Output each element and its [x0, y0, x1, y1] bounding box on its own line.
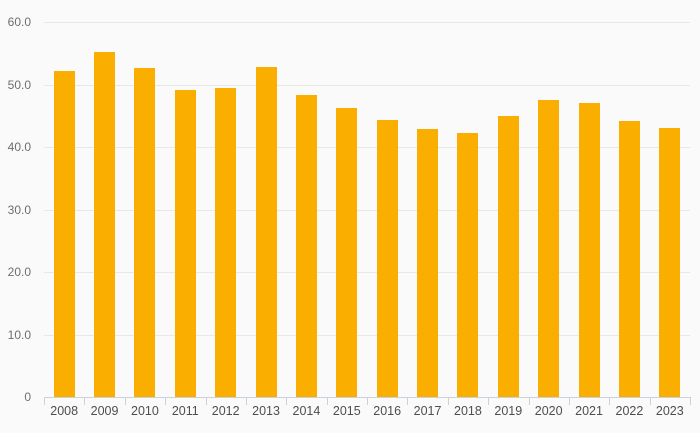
bar-2013 — [255, 67, 277, 397]
bar-2014 — [295, 94, 317, 397]
bar-2016 — [376, 119, 398, 397]
x-axis-tick — [649, 397, 651, 405]
x-axis-tick — [488, 397, 490, 405]
x-tick-label-2022: 2022 — [615, 404, 644, 418]
y-tick-label: 60.0 — [7, 15, 31, 29]
x-axis-tick — [165, 397, 167, 405]
x-axis-tick — [447, 397, 449, 405]
y-tick-label: 20.0 — [7, 265, 31, 279]
x-axis-tick — [84, 397, 86, 405]
bar-2017 — [417, 128, 439, 397]
bar-2020 — [538, 100, 560, 397]
bar-2012 — [215, 88, 237, 397]
bar-2011 — [174, 90, 196, 397]
x-tick-label-2023: 2023 — [655, 404, 684, 418]
y-axis: 0 10.0 20.0 30.0 40.0 50.0 60.0 — [0, 15, 31, 404]
bar-2022 — [618, 121, 640, 397]
gridline — [44, 272, 690, 273]
x-axis-tick — [205, 397, 207, 405]
x-tick-label-2010: 2010 — [131, 404, 159, 418]
x-tick-label-2015: 2015 — [332, 404, 361, 418]
bar-2008 — [53, 71, 75, 397]
bar-2010 — [134, 68, 156, 397]
x-axis-tick — [367, 397, 368, 405]
bar-2009 — [94, 52, 116, 397]
gridline — [44, 334, 690, 336]
x-axis-tick — [124, 397, 126, 405]
x-tick-label-2014: 2014 — [292, 404, 321, 418]
x-tick-label-2018: 2018 — [454, 404, 482, 418]
gridline — [44, 84, 690, 86]
y-tick-label: 0 — [24, 390, 31, 404]
x-axis-tick — [407, 397, 409, 405]
gridline — [44, 22, 690, 23]
y-tick-label: 40.0 — [7, 140, 31, 154]
x-tick-label-2012: 2012 — [211, 404, 240, 418]
gridline — [44, 147, 690, 148]
y-tick-label: 10.0 — [7, 327, 31, 342]
gridline — [44, 209, 690, 211]
x-axis-tick — [568, 397, 570, 405]
plot-area — [44, 22, 690, 397]
x-axis-tick — [326, 397, 328, 405]
x-axis-tick — [44, 397, 45, 405]
bar-2018 — [457, 133, 479, 397]
x-tick-label-2013: 2013 — [252, 404, 280, 418]
y-tick-label: 50.0 — [7, 77, 31, 92]
bar-2019 — [497, 116, 519, 397]
bar-2021 — [578, 102, 600, 397]
bar-2015 — [336, 108, 358, 397]
x-tick-label-2020: 2020 — [534, 404, 563, 418]
x-tick-label-2009: 2009 — [90, 404, 119, 418]
x-axis-tick — [609, 397, 611, 405]
x-tick-label-2011: 2011 — [171, 404, 199, 418]
x-axis-tick — [286, 397, 288, 405]
bar-2023 — [659, 127, 681, 397]
x-tick-label-2019: 2019 — [494, 404, 523, 418]
x-tick-label-2021: 2021 — [575, 404, 603, 418]
x-axis-tick — [690, 397, 691, 405]
x-tick-label-2017: 2017 — [413, 404, 442, 418]
x-tick-label-2008: 2008 — [50, 404, 79, 418]
y-tick-label: 30.0 — [7, 202, 31, 217]
x-axis-tick — [528, 397, 530, 405]
x-axis-tick — [245, 397, 247, 405]
x-tick-label-2016: 2016 — [373, 404, 402, 418]
